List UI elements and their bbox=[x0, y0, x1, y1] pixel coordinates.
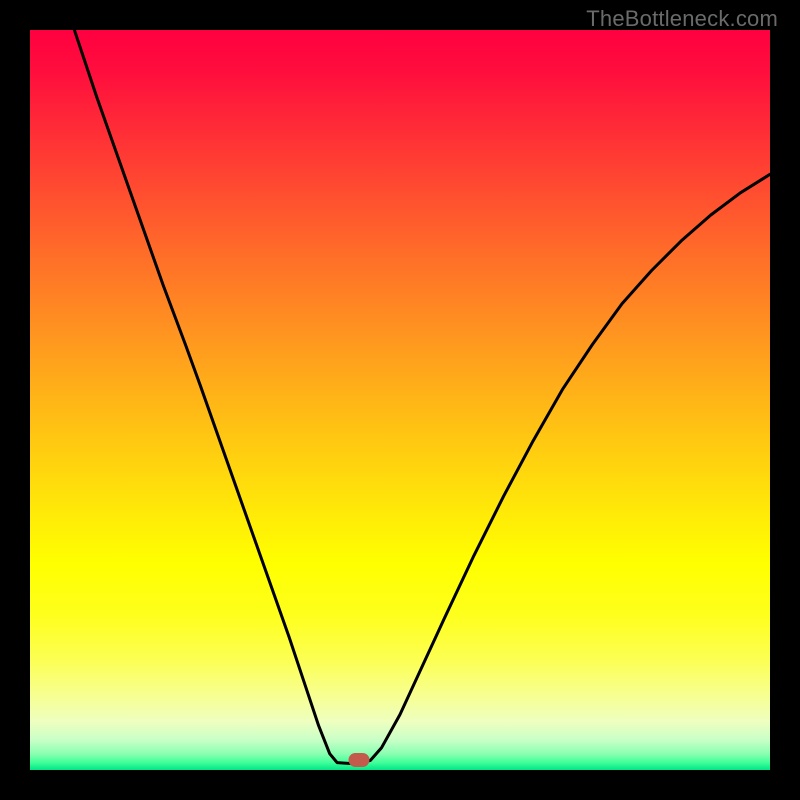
bottleneck-curve bbox=[30, 30, 770, 770]
chart-frame: TheBottleneck.com bbox=[0, 0, 800, 800]
watermark-text: TheBottleneck.com bbox=[586, 6, 778, 32]
plot-area bbox=[30, 30, 770, 770]
optimum-marker bbox=[349, 753, 370, 767]
